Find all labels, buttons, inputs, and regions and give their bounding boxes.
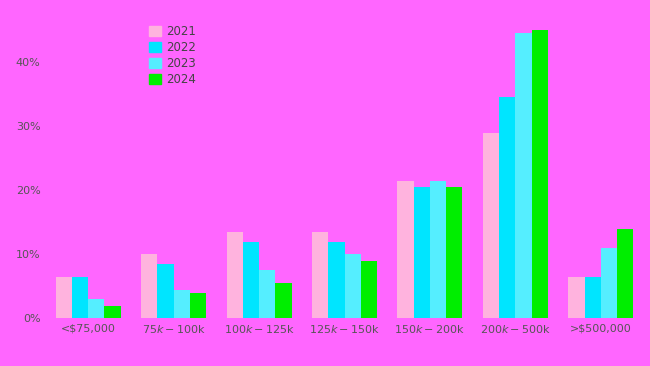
Bar <box>532 30 548 318</box>
Bar <box>157 264 174 318</box>
Bar <box>344 254 361 318</box>
Bar <box>413 187 430 318</box>
Bar <box>617 229 633 318</box>
Bar <box>483 133 499 318</box>
Bar <box>105 306 121 318</box>
Bar <box>259 270 276 318</box>
Bar <box>446 187 462 318</box>
Bar <box>141 254 157 318</box>
Bar <box>312 232 328 318</box>
Bar <box>397 181 413 318</box>
Legend: 2021, 2022, 2023, 2024: 2021, 2022, 2023, 2024 <box>147 23 198 89</box>
Bar <box>72 277 88 318</box>
Bar <box>601 248 617 318</box>
Bar <box>56 277 72 318</box>
Bar <box>328 242 344 318</box>
Bar <box>584 277 601 318</box>
Bar <box>190 293 206 318</box>
Bar <box>243 242 259 318</box>
Bar <box>499 97 515 318</box>
Bar <box>88 299 105 318</box>
Bar <box>568 277 584 318</box>
Bar <box>227 232 243 318</box>
Bar <box>361 261 377 318</box>
Bar <box>515 33 532 318</box>
Bar <box>174 290 190 318</box>
Bar <box>276 283 292 318</box>
Bar <box>430 181 446 318</box>
